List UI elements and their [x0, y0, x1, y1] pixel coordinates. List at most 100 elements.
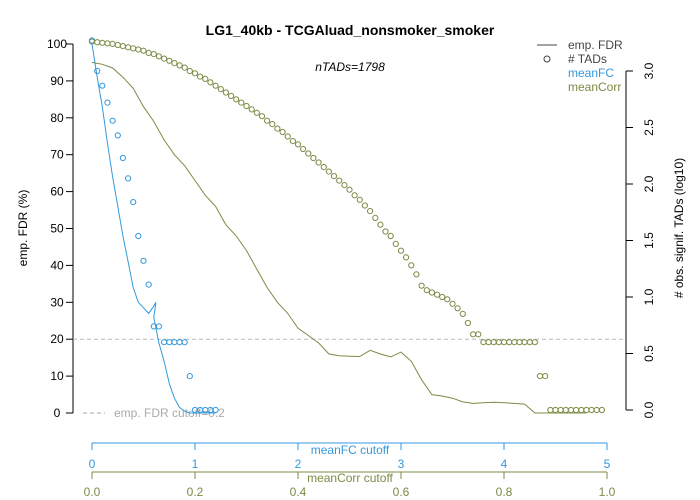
- meancorr-tads-point: [403, 254, 410, 261]
- legend-circle-swatch: [543, 55, 551, 63]
- meanfc-tads-point: [109, 117, 116, 124]
- left-axis-tick-label: 10: [50, 369, 64, 383]
- meancorr-tads-point: [238, 99, 245, 106]
- meanfc-tads-point: [99, 82, 106, 89]
- right-axis-tick-label: 3.0: [642, 62, 656, 79]
- meanfc-tads-point: [166, 339, 173, 346]
- meancorr-tads-point: [305, 150, 312, 157]
- left-axis-tick-label: 60: [50, 185, 64, 199]
- series-layer: [88, 37, 606, 414]
- meanfc-tads-point: [145, 281, 152, 288]
- meancorr-tads-point: [243, 102, 250, 110]
- meanfc-x-axis: 0 1 2 3 4 5: [89, 442, 611, 471]
- left-axis-tick-label: 50: [50, 222, 64, 236]
- meancorr-tads-point: [166, 57, 173, 64]
- meancorr-tads-point: [99, 39, 106, 46]
- meancorr-tads-point: [356, 196, 363, 203]
- meanfc-axis-tick-label: 0: [89, 457, 96, 471]
- meancorr-tads-point: [557, 406, 564, 414]
- meancorr-tads-point: [284, 133, 291, 140]
- fdr-threshold: emp. FDR cutoff=0.2: [73, 338, 626, 420]
- meanfc-tads-point: [104, 99, 111, 106]
- meancorr-tads-point: [140, 47, 147, 54]
- meancorr-tads-point: [506, 339, 513, 346]
- meancorr-tads-point: [150, 51, 157, 58]
- meanfc-tads-point: [181, 339, 188, 346]
- meancorr-tads-point: [598, 406, 606, 414]
- meancorr-tads-point: [212, 82, 219, 89]
- meancorr-tads-point: [428, 289, 435, 296]
- meancorr-axis-tick-label: 1.0: [599, 485, 616, 499]
- meancorr-tads-point: [521, 339, 528, 346]
- meancorr-tads-point: [264, 117, 271, 124]
- meancorr-tads-point: [536, 373, 544, 380]
- meanfc-tads-point: [212, 406, 219, 414]
- meancorr-tads-point: [202, 75, 209, 83]
- meanfc-tads-point: [125, 175, 132, 182]
- meancorr-tads-point: [228, 92, 235, 100]
- meancorr-tads-point: [222, 89, 229, 96]
- meancorr-tads-point: [310, 154, 317, 162]
- meancorr-tads-point: [387, 232, 394, 240]
- y-right-axis-title: # obs. signif. TADs (log10): [672, 158, 686, 298]
- meancorr-tads-point: [573, 406, 580, 414]
- chart-subtitle: nTADs=1798: [315, 60, 385, 74]
- meancorr-tads-point: [346, 186, 353, 193]
- meancorr-tads-point: [176, 62, 183, 69]
- meancorr-tads-point: [397, 247, 405, 254]
- meanfc-fdr-line: [91, 43, 216, 414]
- meancorr-tads-point: [207, 79, 214, 86]
- meancorr-tads-point: [274, 125, 281, 132]
- meanfc-axis-tick-label: 5: [604, 457, 611, 471]
- meancorr-tads-point: [526, 339, 533, 346]
- meancorr-tads-point: [161, 55, 168, 62]
- meancorr-axis-tick-label: 0.0: [84, 485, 101, 499]
- meancorr-tads-point: [542, 373, 549, 380]
- meancorr-tads-point: [485, 339, 492, 346]
- left-axis-tick-label: 80: [50, 111, 64, 125]
- left-axis-tick-label: 40: [50, 258, 64, 272]
- meancorr-tads-point: [475, 331, 482, 338]
- meancorr-tads-point: [413, 271, 420, 278]
- meancorr-tads-point: [294, 141, 302, 148]
- meancorr-tads-point: [511, 339, 518, 346]
- meancorr-axis-tick-label: 0.8: [496, 485, 513, 499]
- meancorr-tads-point: [578, 406, 585, 414]
- meancorr-tads-point: [279, 128, 286, 136]
- meanfc-tads-point: [135, 232, 142, 240]
- meancorr-tads-point: [372, 214, 379, 221]
- meancorr-fdr-line: [91, 61, 587, 414]
- meancorr-tads-point: [253, 109, 260, 116]
- meancorr-tads-point: [135, 46, 142, 53]
- left-axis-tick-label: 30: [50, 295, 64, 309]
- meancorr-tads-point: [145, 49, 152, 57]
- meancorr-tads-point: [593, 406, 600, 414]
- meanfc-tads-point: [114, 132, 121, 139]
- left-axis-tick-label: 20: [50, 332, 64, 346]
- meanfc-tads-point: [155, 323, 162, 330]
- meanfc-axis-tick-label: 4: [501, 457, 508, 471]
- meancorr-tads-point: [480, 339, 487, 346]
- right-y-axis: 0.0 0.5 1.0 1.5 2.0 2.5 3.0: [625, 62, 656, 418]
- meancorr-tads-point: [233, 96, 240, 103]
- meanfc-tads-point: [161, 339, 168, 346]
- left-axis-tick-label: 0: [54, 406, 61, 420]
- meancorr-tads-point: [382, 228, 389, 235]
- meancorr-tads-point: [531, 339, 539, 346]
- meanfc-tads-point: [176, 339, 183, 346]
- right-axis-tick-label: 2.0: [642, 175, 656, 192]
- meancorr-tads-point: [516, 339, 523, 346]
- meanfc-axis-tick-label: 3: [398, 457, 405, 471]
- meancorr-x-axis: 0.0 0.2 0.4 0.6 0.8 1.0: [84, 471, 616, 499]
- meancorr-axis-tick-label: 0.6: [393, 485, 410, 499]
- meancorr-tads-point: [351, 192, 358, 199]
- meancorr-tads-point: [320, 164, 327, 171]
- meancorr-tads-point: [408, 262, 415, 269]
- meancorr-tads-point: [583, 406, 590, 414]
- meancorr-tads-point: [119, 43, 127, 50]
- meancorr-tads-point: [495, 339, 502, 346]
- meancorr-tads-point: [217, 86, 224, 93]
- meancorr-tads-point: [269, 121, 276, 128]
- meancorr-tads-point: [125, 44, 132, 51]
